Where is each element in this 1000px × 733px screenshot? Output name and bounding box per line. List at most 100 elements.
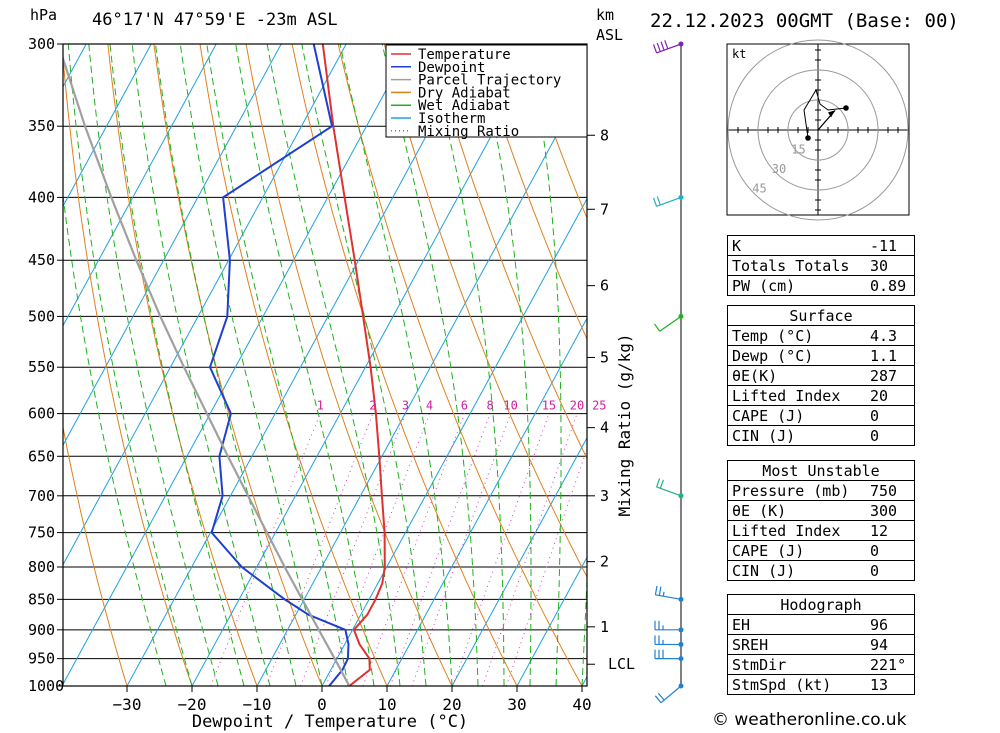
- eh-value: 96: [866, 614, 915, 635]
- mu-title: Most Unstable: [727, 460, 915, 481]
- mixing-ratio-tick-label: 10: [503, 399, 517, 413]
- wet-adiabat-line: [381, 44, 479, 686]
- mixing-ratio-line: [452, 413, 550, 686]
- pressure-tick-label: 500: [28, 307, 55, 325]
- wind-barb-flag: [654, 585, 658, 595]
- isotherm-line: [321, 197, 587, 686]
- wind-barb-flag: [664, 40, 669, 49]
- mixing-ratio-line: [389, 413, 491, 686]
- sreh-value: 94: [866, 634, 915, 655]
- wind-barb: [654, 585, 682, 600]
- temperature-tick-label: 30: [507, 695, 526, 714]
- mu-theta-value: 300: [866, 500, 915, 521]
- legend-label: Dewpoint: [418, 60, 485, 76]
- surface-li-value: 20: [866, 385, 915, 406]
- mu-cin-label: CIN (J): [727, 560, 866, 581]
- temperature-tick-label: −20: [178, 695, 207, 714]
- tt-label: Totals Totals: [727, 255, 866, 276]
- dry-adiabat-line: [153, 44, 323, 686]
- mu-pressure-value: 750: [866, 480, 915, 501]
- legend-label: Wet Adiabat: [418, 98, 511, 114]
- legend-label: Isotherm: [418, 111, 485, 127]
- dry-adiabat-line: [383, 44, 587, 578]
- mixing-ratio-tick-label: 1: [317, 399, 324, 413]
- isotherm-line: [256, 78, 587, 686]
- copyright-link[interactable]: © weatheronline.co.uk: [712, 710, 907, 730]
- mixing-ratio-line: [300, 413, 406, 686]
- isotherm-line: [191, 44, 542, 686]
- mixing-ratio-tick-label: 8: [487, 399, 494, 413]
- mu-pressure-label: Pressure (mb): [727, 480, 866, 501]
- pressure-tick-label: 750: [28, 524, 55, 542]
- dry-adiabat-line: [475, 44, 587, 341]
- wind-barb-flag: [652, 197, 658, 207]
- mu-theta-label: θE (K): [727, 500, 866, 521]
- hodograph-end-dot: [843, 105, 849, 111]
- isotherm-line: [386, 317, 587, 686]
- asl-unit-label: ASL: [596, 26, 624, 44]
- wind-barb: [654, 620, 681, 631]
- stmdir-value: 221°: [866, 654, 915, 675]
- pressure-tick-label: 1000: [28, 677, 64, 695]
- km-tick-label: 5: [600, 348, 609, 366]
- wind-barb-flag: [657, 692, 665, 701]
- index-row-tt: Totals Totals 30: [727, 255, 915, 276]
- mixing-ratio-line: [265, 413, 374, 686]
- pw-value: 0.89: [866, 275, 915, 296]
- surface-dewp-value: 1.1: [866, 345, 915, 366]
- km-unit-label: km: [596, 6, 615, 24]
- hpa-unit-label: hPa: [30, 6, 58, 24]
- pressure-tick-label: 700: [28, 487, 55, 505]
- dry-adiabat-line: [245, 44, 453, 686]
- wet-adiabat-line: [63, 191, 167, 686]
- wind-barb-staff: [656, 486, 682, 497]
- dry-adiabat-line: [337, 44, 583, 686]
- surface-table: Surface Temp (°C) 4.3 Dewp (°C) 1.1 θE(K) 2…: [727, 305, 915, 446]
- wind-barb-flag: [658, 586, 662, 596]
- k-value: -11: [866, 235, 915, 256]
- eh-label: EH: [727, 614, 866, 635]
- tt-value: 30: [866, 255, 915, 276]
- surface-cin-label: CIN (J): [727, 425, 866, 446]
- wet-adiabat-line: [206, 44, 349, 686]
- legend-label: Parcel Trajectory: [418, 73, 561, 89]
- grid-lines: [63, 44, 587, 686]
- surface-li-label: Lifted Index: [727, 385, 866, 406]
- isotherm-line: [516, 556, 587, 686]
- legend-box: [385, 44, 588, 138]
- surface-cin-value: 0: [866, 425, 915, 446]
- pressure-tick-label: 300: [28, 35, 55, 53]
- location-title: 46°17'N 47°59'E -23m ASL: [92, 10, 338, 30]
- mixing-ratio-tick-label: 25: [592, 399, 606, 413]
- surface-title: Surface: [727, 305, 915, 326]
- wind-barb: [654, 649, 681, 660]
- wind-barb: [654, 315, 682, 332]
- mixing-ratio-line: [362, 413, 465, 686]
- wind-barb: [654, 685, 682, 704]
- storm-motion-arrowhead: [828, 110, 836, 118]
- hodograph-ring: [757, 69, 879, 191]
- temperature-tick-label: 10: [377, 695, 396, 714]
- km-tick-label: 6: [600, 277, 609, 295]
- wet-adiabat-line: [528, 44, 562, 686]
- plot-frame: [62, 43, 588, 687]
- pressure-tick-label: 350: [28, 117, 55, 135]
- surface-dewp-label: Dewp (°C): [727, 345, 866, 366]
- dry-adiabat-line: [63, 52, 193, 686]
- index-table-top: K -11 Totals Totals 30 PW (cm) 0.89: [727, 235, 915, 296]
- km-tick-label: 2: [600, 553, 609, 571]
- wind-barb-flag: [656, 42, 661, 52]
- wind-barb-flag: [659, 479, 664, 489]
- pressure-tick-label: 650: [28, 447, 55, 465]
- km-tick-label: 1: [600, 618, 609, 636]
- pressure-tick-label: 600: [28, 405, 55, 423]
- isotherm-line: [63, 44, 152, 208]
- surface-temp-value: 4.3: [866, 325, 915, 346]
- dry-adiabat-line: [429, 44, 587, 460]
- mixing-ratio-line: [482, 413, 578, 686]
- temperature-tick-label: 0: [317, 695, 327, 714]
- wet-adiabat-line: [579, 44, 587, 686]
- date-title: 22.12.2023 00GMT (Base: 00): [650, 10, 959, 32]
